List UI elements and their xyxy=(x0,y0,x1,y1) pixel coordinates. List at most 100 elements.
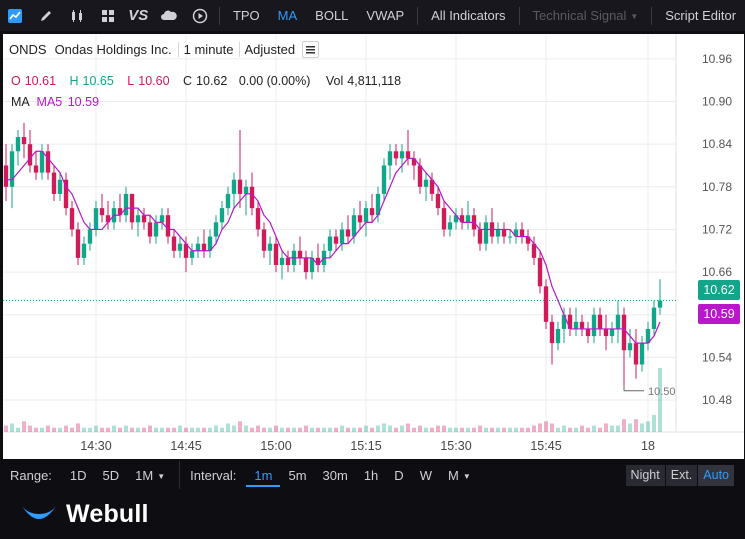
volume-bar xyxy=(220,427,224,432)
x-tick-label: 14:30 xyxy=(80,439,111,453)
cloud-icon[interactable] xyxy=(154,0,185,31)
volume-bar xyxy=(214,425,218,432)
range-1m-dropdown[interactable]: 1M ▼ xyxy=(127,468,173,483)
volume-bar xyxy=(508,427,512,432)
volume-bar xyxy=(184,427,188,432)
volume-bar xyxy=(64,425,68,432)
candle-body xyxy=(105,215,111,223)
range-5d[interactable]: 5D xyxy=(102,467,120,483)
open-label: O xyxy=(11,74,21,88)
volume-bar xyxy=(268,427,272,432)
replay-icon[interactable] xyxy=(184,0,215,31)
candle-body xyxy=(429,179,435,194)
candle-body xyxy=(21,137,27,145)
interval-1h[interactable]: 1h xyxy=(363,467,379,483)
volume-bar xyxy=(172,427,176,432)
symbol-header: ONDS Ondas Holdings Inc. 1 minute Adjust… xyxy=(9,41,320,58)
y-tick-label: 10.78 xyxy=(702,180,732,194)
volume-bar xyxy=(298,427,302,432)
candle-body xyxy=(615,314,621,329)
draw-pencil-icon[interactable] xyxy=(31,0,62,31)
chart-canvas[interactable]: 10.96 10.90 10.84 10.78 10.72 10.66 10.60 10.54… xyxy=(3,34,744,459)
candle-icon[interactable] xyxy=(61,0,92,31)
volume-bar xyxy=(70,427,74,432)
x-tick-label: 14:45 xyxy=(170,439,201,453)
candle-body xyxy=(189,250,195,258)
interval-5m[interactable]: 5m xyxy=(288,467,307,483)
volume-bar xyxy=(598,427,602,432)
interval-30m[interactable]: 30m xyxy=(322,467,348,483)
candle-body xyxy=(213,222,219,237)
range-1d[interactable]: 1D xyxy=(69,467,87,483)
candle-body xyxy=(645,328,651,344)
candle-body xyxy=(9,151,15,187)
volume-bar xyxy=(490,427,494,432)
indicator-ma[interactable]: MA xyxy=(277,8,298,23)
company-name: Ondas Holdings Inc. xyxy=(54,42,172,57)
interval-m-dropdown[interactable]: M ▼ xyxy=(440,468,479,483)
volume-bar xyxy=(226,423,230,432)
volume-bar xyxy=(634,419,638,432)
interval-selector[interactable]: 1 minute xyxy=(177,42,239,57)
indicator-boll[interactable]: BOLL xyxy=(315,8,349,23)
x-tick-label: 15:15 xyxy=(350,439,381,453)
y-tick-label: 10.90 xyxy=(702,95,732,109)
adjusted-selector[interactable]: Adjusted xyxy=(238,42,301,57)
interval-w[interactable]: W xyxy=(419,467,432,483)
candle-body xyxy=(435,193,441,209)
interval-d[interactable]: D xyxy=(394,467,404,483)
all-indicators-button[interactable]: All Indicators xyxy=(431,8,506,23)
volume-bar xyxy=(472,427,476,432)
candle-body xyxy=(303,257,309,273)
volume-bar xyxy=(334,427,338,432)
volume-bar xyxy=(406,423,410,432)
volume-bar xyxy=(442,425,446,432)
candle-body xyxy=(81,243,87,258)
script-editor-button[interactable]: Script Editor xyxy=(665,8,737,23)
logo-text: Webull xyxy=(66,500,149,528)
ma5-value: 10.59 xyxy=(67,95,100,109)
candle-body xyxy=(369,208,375,216)
candle-body xyxy=(237,179,243,194)
candle-body xyxy=(141,215,147,223)
volume-bar xyxy=(118,427,122,432)
ma5-price-tag: 10.59 xyxy=(698,304,740,324)
session-ext-button[interactable]: Ext. xyxy=(665,465,699,486)
compare-label: VS xyxy=(128,7,149,24)
interval-1m[interactable]: 1m xyxy=(246,468,281,487)
candle-body xyxy=(267,243,273,251)
header-menu-button[interactable] xyxy=(302,41,320,58)
volume-bar xyxy=(238,421,242,432)
volume-bar xyxy=(202,427,206,432)
session-auto-button[interactable]: Auto xyxy=(698,465,735,486)
technical-signal-dropdown[interactable]: Technical Signal ▼ xyxy=(523,0,647,31)
chart-style-icon[interactable] xyxy=(0,0,31,31)
volume-bar xyxy=(610,425,614,432)
volume-bar xyxy=(526,427,530,432)
volume-bar xyxy=(112,425,116,432)
volume-bar xyxy=(568,427,572,432)
candle-body xyxy=(483,222,489,244)
volume-bar xyxy=(340,425,344,432)
volume-bar xyxy=(454,427,458,432)
interval-m-label: M xyxy=(447,467,459,483)
toolbar-divider xyxy=(417,6,419,25)
volume-bar xyxy=(514,427,518,432)
volume-bar xyxy=(256,425,260,432)
volume-bar xyxy=(274,425,278,432)
indicator-vwap[interactable]: VWAP xyxy=(366,8,405,23)
candle-body xyxy=(255,208,261,230)
interval-label: Interval: xyxy=(190,467,237,483)
compare-icon[interactable]: VS xyxy=(123,0,154,31)
candle-body xyxy=(45,151,51,173)
indicator-tpo[interactable]: TPO xyxy=(232,8,260,23)
chart-panel[interactable]: 10.96 10.90 10.84 10.78 10.72 10.66 10.60 10.54… xyxy=(3,34,744,459)
grid-layout-icon[interactable] xyxy=(92,0,123,31)
candle-body xyxy=(399,151,405,159)
volume-bar xyxy=(424,427,428,432)
candle-body xyxy=(507,236,513,238)
low-value: 10.60 xyxy=(138,74,170,88)
candle-body xyxy=(633,343,639,365)
candle-body xyxy=(333,236,339,244)
session-night-button[interactable]: Night xyxy=(625,465,666,486)
